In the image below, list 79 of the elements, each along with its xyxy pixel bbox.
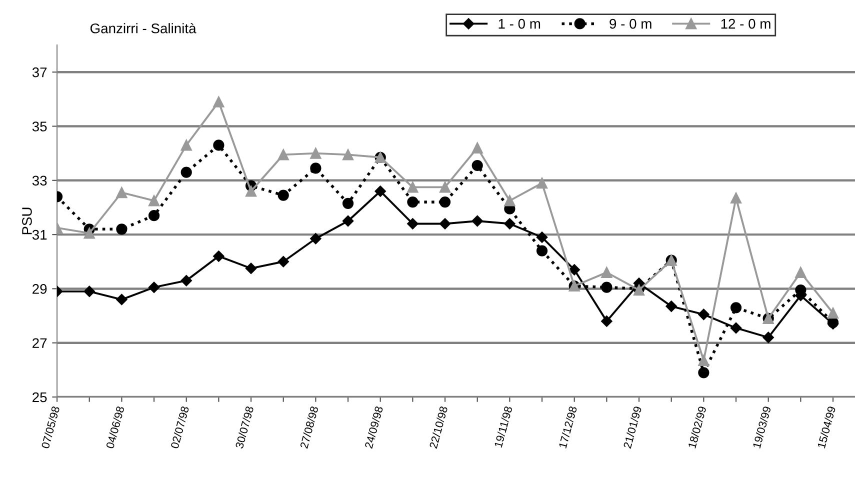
point xyxy=(407,218,418,230)
point xyxy=(342,198,354,209)
point xyxy=(730,322,742,334)
legend-label: 9 - 0 m xyxy=(610,18,652,29)
point xyxy=(698,354,710,366)
x-tick-label: 19/11/98 xyxy=(494,406,512,448)
point xyxy=(278,190,289,201)
point xyxy=(795,266,806,278)
point xyxy=(180,166,192,178)
point xyxy=(504,195,516,206)
point xyxy=(213,140,224,151)
point xyxy=(148,195,160,206)
point xyxy=(310,162,322,174)
x-tick-label: 04/06/98 xyxy=(106,406,124,449)
point xyxy=(698,367,710,378)
x-tick-label: 17/12/98 xyxy=(558,406,578,448)
point xyxy=(439,182,451,193)
point xyxy=(407,196,418,208)
point xyxy=(213,250,224,262)
point xyxy=(439,218,451,230)
x-tick-label: 24/09/98 xyxy=(364,406,384,449)
point xyxy=(278,256,289,268)
x-tick-label: 07/05/98 xyxy=(40,406,60,449)
point xyxy=(213,96,224,108)
point xyxy=(762,332,774,344)
point xyxy=(536,178,548,189)
point xyxy=(342,149,354,160)
point xyxy=(601,266,612,278)
point xyxy=(536,245,548,256)
x-tick-label: 02/07/98 xyxy=(170,406,190,449)
chart-title: Ganzirri - Salinità xyxy=(90,22,196,34)
y-tick-label: 37 xyxy=(32,67,47,78)
point xyxy=(472,160,483,172)
x-tick-label: 18/02/99 xyxy=(688,406,706,448)
point xyxy=(84,286,95,298)
point xyxy=(278,149,289,160)
y-tick-label: 27 xyxy=(32,338,47,348)
point xyxy=(730,192,742,204)
y-tick-label: 25 xyxy=(32,392,47,402)
y-tick-label: 33 xyxy=(32,176,47,186)
point xyxy=(116,187,128,198)
point xyxy=(148,210,160,222)
point xyxy=(342,215,354,227)
point xyxy=(310,148,322,159)
x-tick-label: 27/08/98 xyxy=(300,406,318,449)
y-tick-label: 35 xyxy=(32,122,47,132)
point xyxy=(84,228,95,239)
point xyxy=(698,308,710,320)
y-axis-title: PSU xyxy=(22,208,32,234)
point xyxy=(374,186,386,197)
point xyxy=(666,300,677,312)
point xyxy=(472,142,483,154)
point xyxy=(245,262,257,274)
point xyxy=(504,218,516,230)
legend-label: 12 - 0 m xyxy=(721,18,770,29)
point xyxy=(180,140,192,151)
point xyxy=(116,294,128,306)
point xyxy=(310,233,322,244)
point xyxy=(730,302,742,314)
point xyxy=(180,274,192,286)
point xyxy=(148,282,160,293)
x-tick-label: 30/07/98 xyxy=(234,406,254,449)
x-tick-label: 22/10/98 xyxy=(428,406,448,449)
point xyxy=(601,282,612,293)
point xyxy=(601,316,612,327)
x-tick-label: 21/01/99 xyxy=(622,406,642,449)
point xyxy=(472,215,483,227)
point xyxy=(536,232,548,243)
y-tick-label: 29 xyxy=(32,284,47,294)
point xyxy=(245,186,257,197)
point xyxy=(116,224,128,235)
legend-label: 1 - 0 m xyxy=(498,18,540,29)
point xyxy=(827,308,839,319)
x-tick-label: 19/03/99 xyxy=(752,406,772,448)
point xyxy=(439,196,451,208)
y-tick-label: 31 xyxy=(32,230,47,240)
point xyxy=(568,264,580,276)
x-tick-label: 15/04/99 xyxy=(817,406,836,448)
point xyxy=(407,182,418,193)
